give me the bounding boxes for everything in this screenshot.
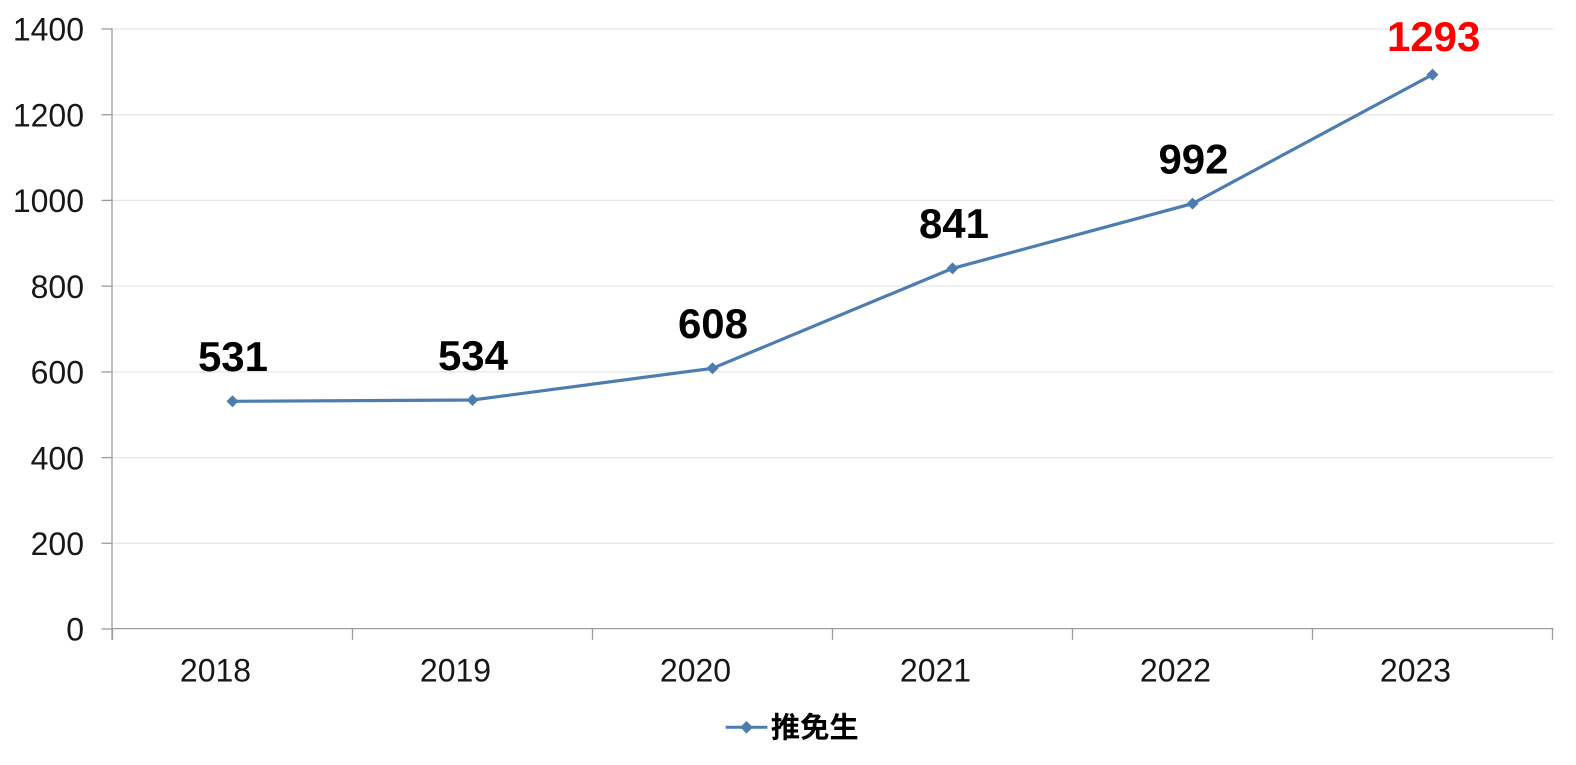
svg-text:1400: 1400 [13, 12, 84, 48]
svg-text:2022: 2022 [1140, 652, 1211, 688]
svg-text:2019: 2019 [420, 652, 491, 688]
svg-text:200: 200 [31, 526, 84, 562]
svg-text:841: 841 [919, 200, 989, 247]
svg-text:2023: 2023 [1380, 652, 1451, 688]
svg-text:800: 800 [31, 269, 84, 305]
svg-text:2020: 2020 [660, 652, 731, 688]
svg-text:992: 992 [1158, 135, 1228, 182]
svg-text:2021: 2021 [900, 652, 971, 688]
svg-text:608: 608 [678, 300, 748, 347]
svg-text:400: 400 [31, 440, 84, 476]
svg-text:1293: 1293 [1387, 13, 1480, 60]
svg-text:600: 600 [31, 355, 84, 391]
svg-text:1200: 1200 [13, 97, 84, 133]
svg-text:531: 531 [198, 333, 268, 380]
svg-text:534: 534 [438, 332, 509, 379]
svg-text:1000: 1000 [13, 183, 84, 219]
svg-text:0: 0 [66, 612, 84, 648]
svg-text:2018: 2018 [180, 652, 251, 688]
